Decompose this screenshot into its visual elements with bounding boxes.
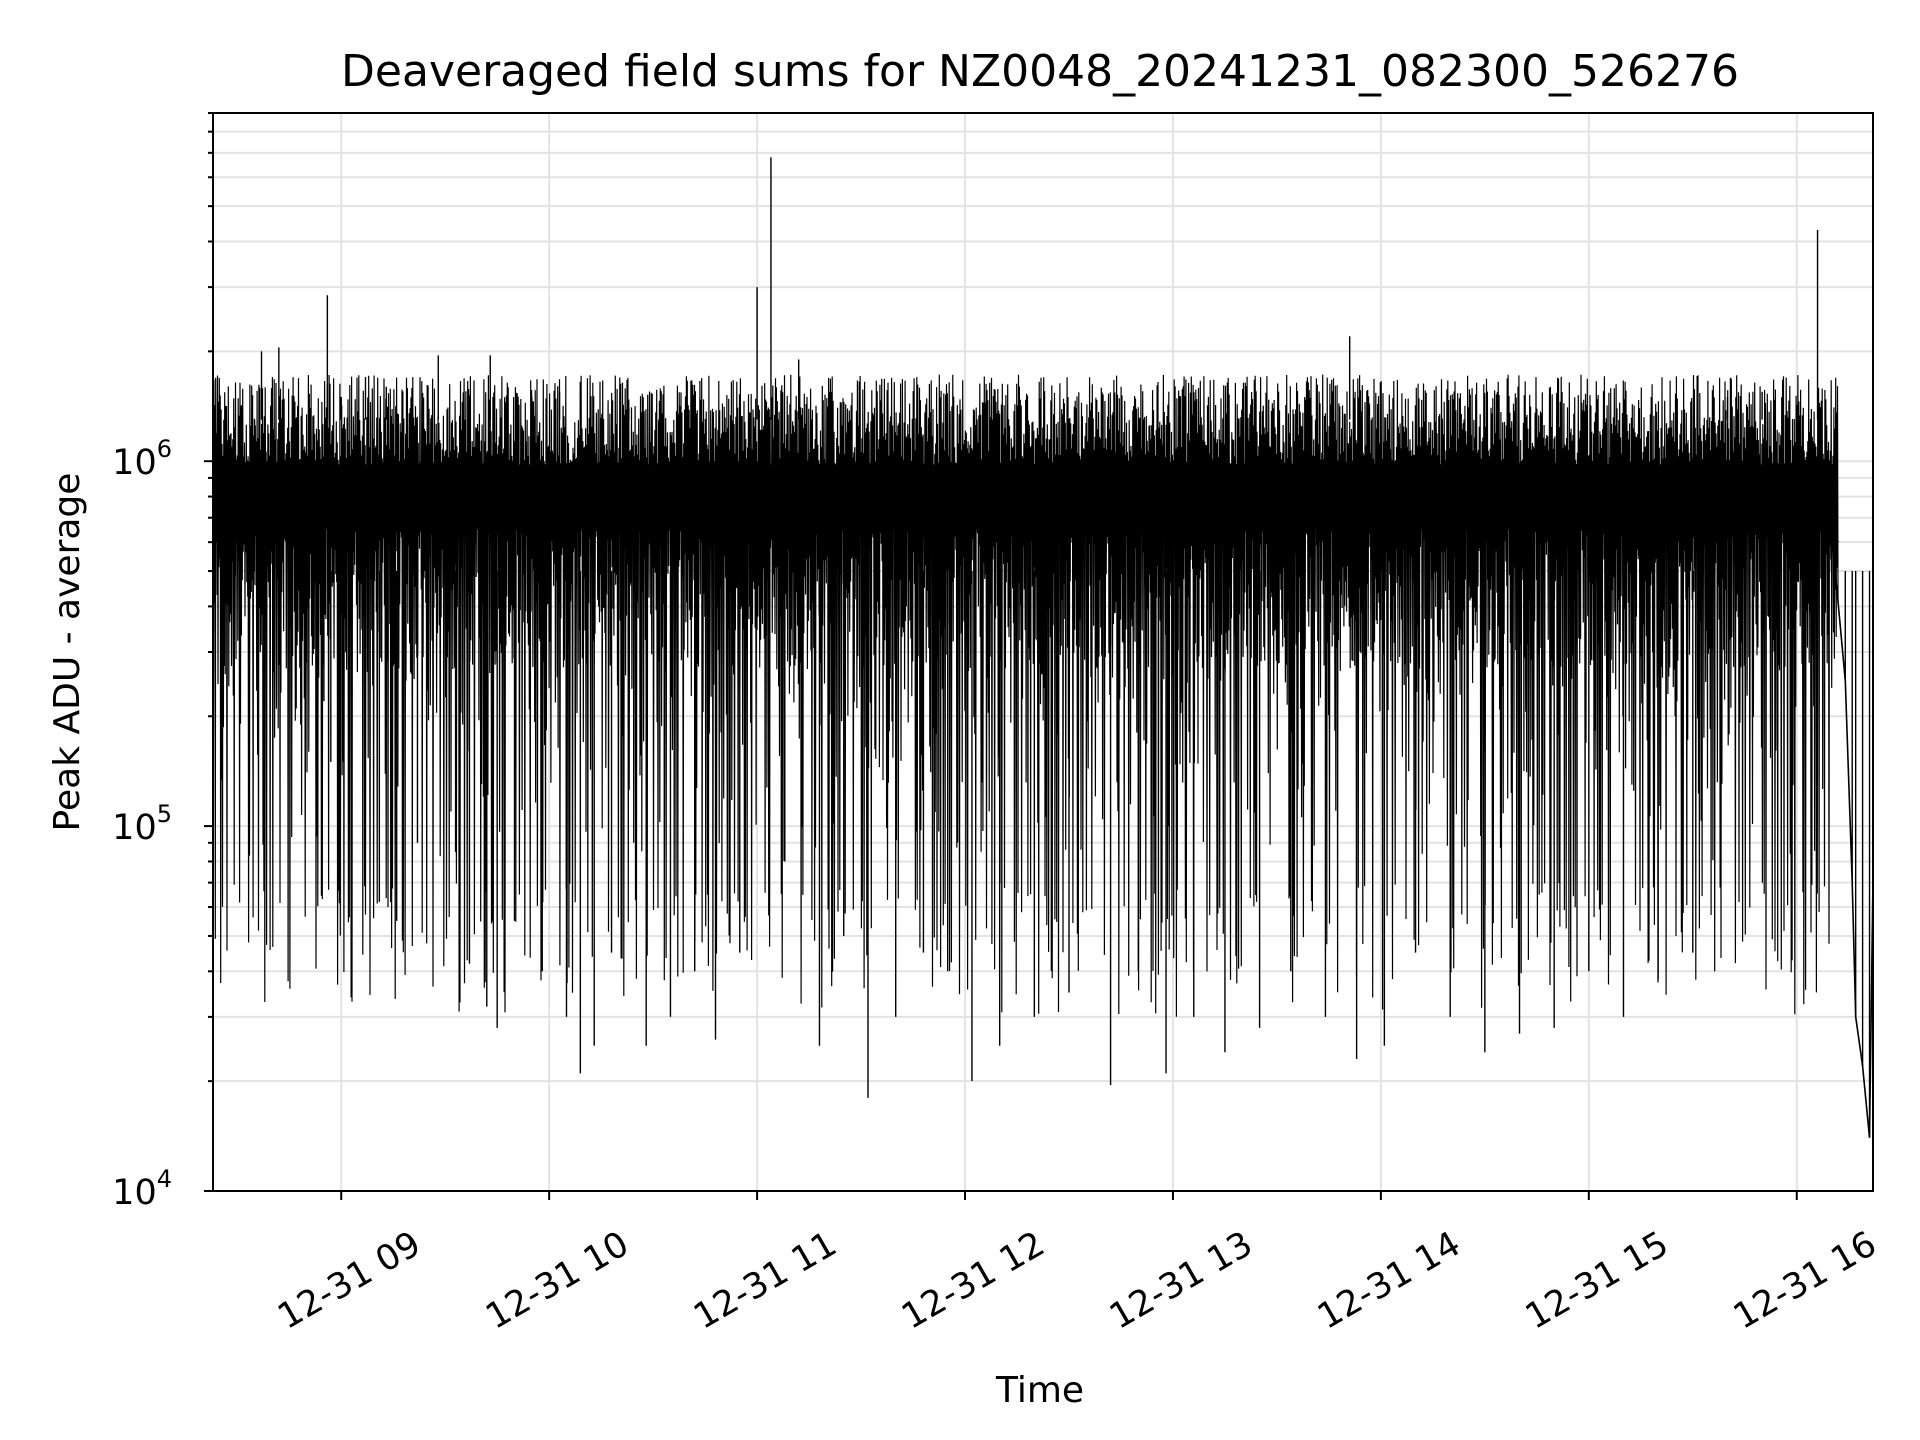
y-tick-label: 104 bbox=[112, 1165, 172, 1213]
y-tick-label: 105 bbox=[112, 800, 172, 848]
x-tick-label: 12-31 13 bbox=[1103, 1224, 1259, 1337]
y-tick-base: 10 bbox=[112, 443, 157, 483]
x-tick-label: 12-31 14 bbox=[1311, 1224, 1467, 1337]
x-tick-label: 12-31 09 bbox=[271, 1224, 427, 1337]
y-tick-label: 106 bbox=[112, 435, 172, 483]
x-axis-label: Time bbox=[995, 1370, 1084, 1411]
x-tick-label: 12-31 15 bbox=[1519, 1224, 1675, 1337]
x-tick-label: 12-31 12 bbox=[895, 1224, 1051, 1337]
y-tick-base: 10 bbox=[112, 1173, 157, 1213]
data-layer bbox=[212, 157, 1874, 1138]
y-axis-label: Peak ADU - average bbox=[47, 473, 88, 832]
x-tick-label: 12-31 11 bbox=[687, 1224, 843, 1337]
x-axis-ticks: 12-31 09 12-31 10 12-31 11 12-31 12 12-31 13… bbox=[271, 1191, 1883, 1337]
x-tick-label: 12-31 10 bbox=[479, 1224, 635, 1337]
x-tick-label: 12-31 16 bbox=[1727, 1224, 1883, 1337]
chart-title: Deaveraged field sums for NZ0048_2024123… bbox=[341, 46, 1739, 97]
y-tick-exponent: 6 bbox=[157, 435, 172, 463]
y-tick-exponent: 5 bbox=[157, 800, 172, 828]
series-tail bbox=[1830, 529, 1874, 1138]
y-tick-base: 10 bbox=[112, 808, 157, 848]
y-tick-exponent: 4 bbox=[157, 1165, 172, 1193]
series-line bbox=[212, 374, 1839, 1017]
